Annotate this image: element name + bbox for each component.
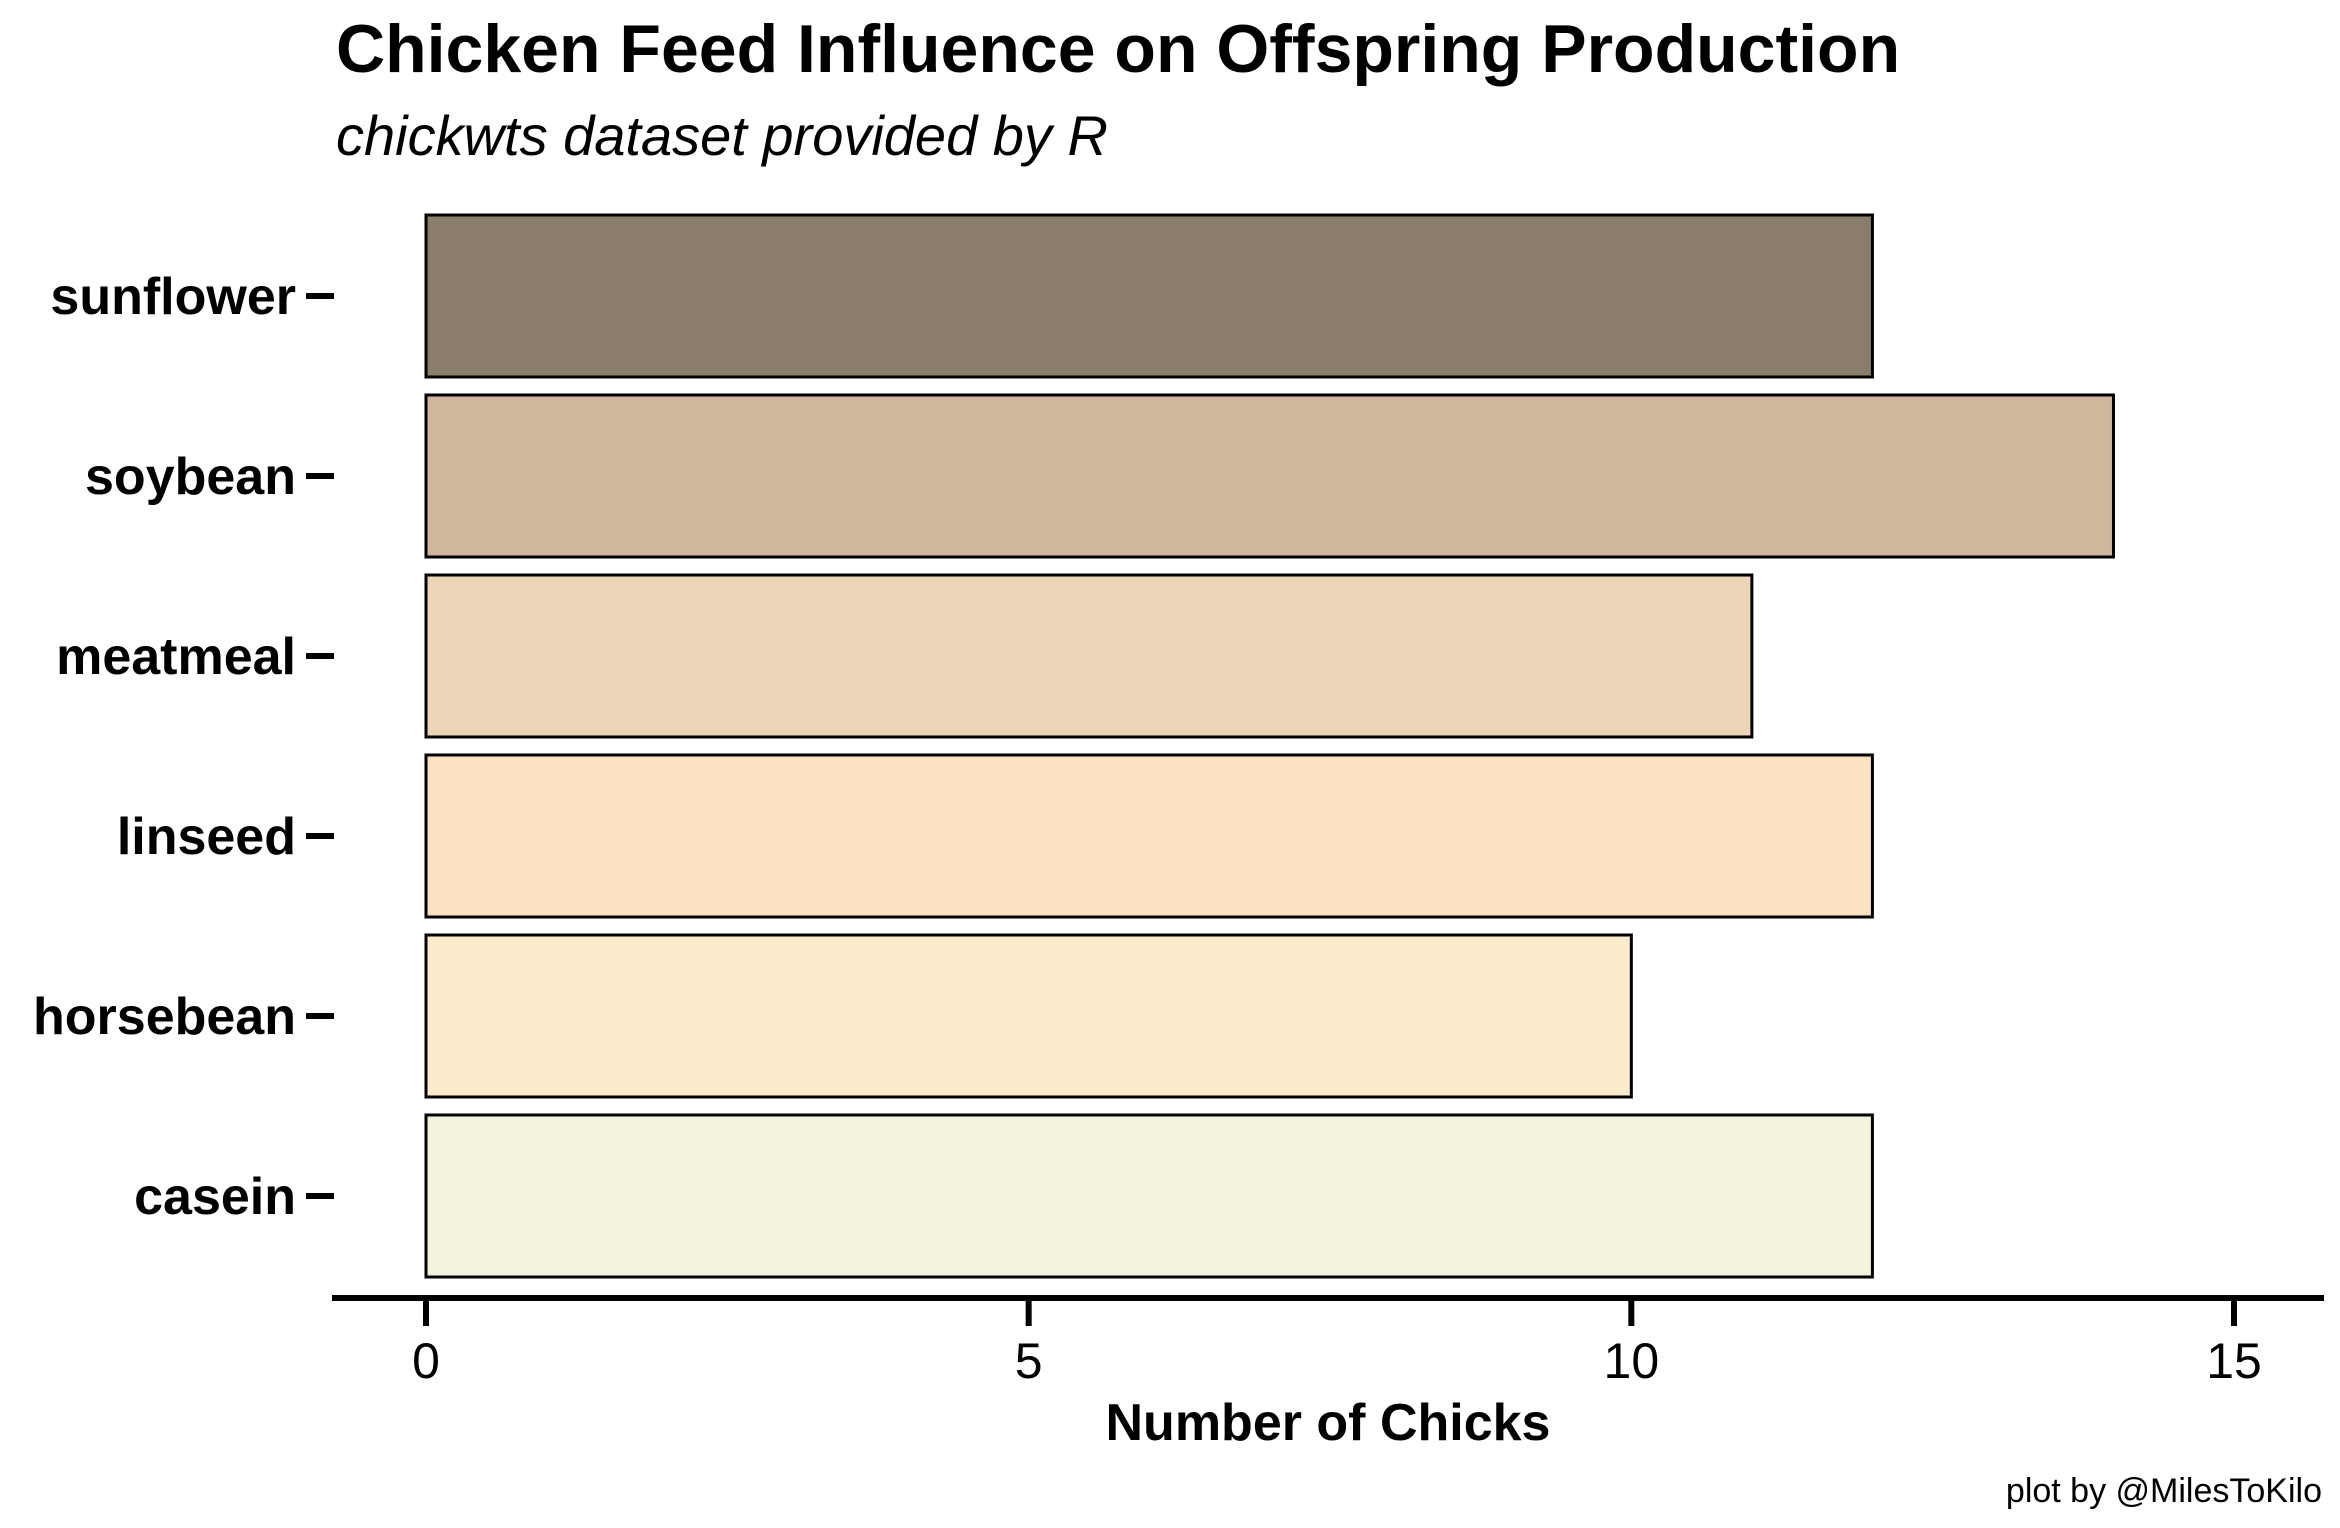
bar-soybean xyxy=(424,393,2115,559)
x-tick-label-15: 15 xyxy=(2206,1333,2262,1389)
chart-subtitle: chickwts dataset provided by R xyxy=(336,104,1108,167)
x-tick-label-10: 10 xyxy=(1604,1333,1660,1389)
x-axis-ticks: 0 5 10 15 xyxy=(412,1298,2262,1389)
x-tick-label-5: 5 xyxy=(1015,1333,1043,1389)
x-tick-label-0: 0 xyxy=(412,1333,440,1389)
bar-sunflower xyxy=(424,213,1874,379)
category-label-linseed: linseed xyxy=(117,808,296,866)
bar-casein xyxy=(424,1113,1874,1279)
chart-title: Chicken Feed Influence on Offspring Prod… xyxy=(336,11,1900,87)
category-label-horsebean: horsebean xyxy=(33,988,296,1046)
category-label-casein: casein xyxy=(134,1168,296,1226)
category-label-meatmeal: meatmeal xyxy=(56,628,296,686)
bar-linseed xyxy=(424,753,1874,919)
chart-caption: plot by @MilesToKilo xyxy=(2006,1472,2322,1510)
bar-meatmeal xyxy=(424,573,1754,739)
category-label-soybean: soybean xyxy=(85,448,296,506)
bars-layer xyxy=(424,213,2115,1279)
category-axis: casein horsebean linseed meatmeal soybean sun… xyxy=(33,268,334,1226)
category-label-sunflower: sunflower xyxy=(50,268,296,326)
bar-horsebean xyxy=(424,933,1633,1099)
x-axis-title: Number of Chicks xyxy=(1106,1394,1551,1452)
